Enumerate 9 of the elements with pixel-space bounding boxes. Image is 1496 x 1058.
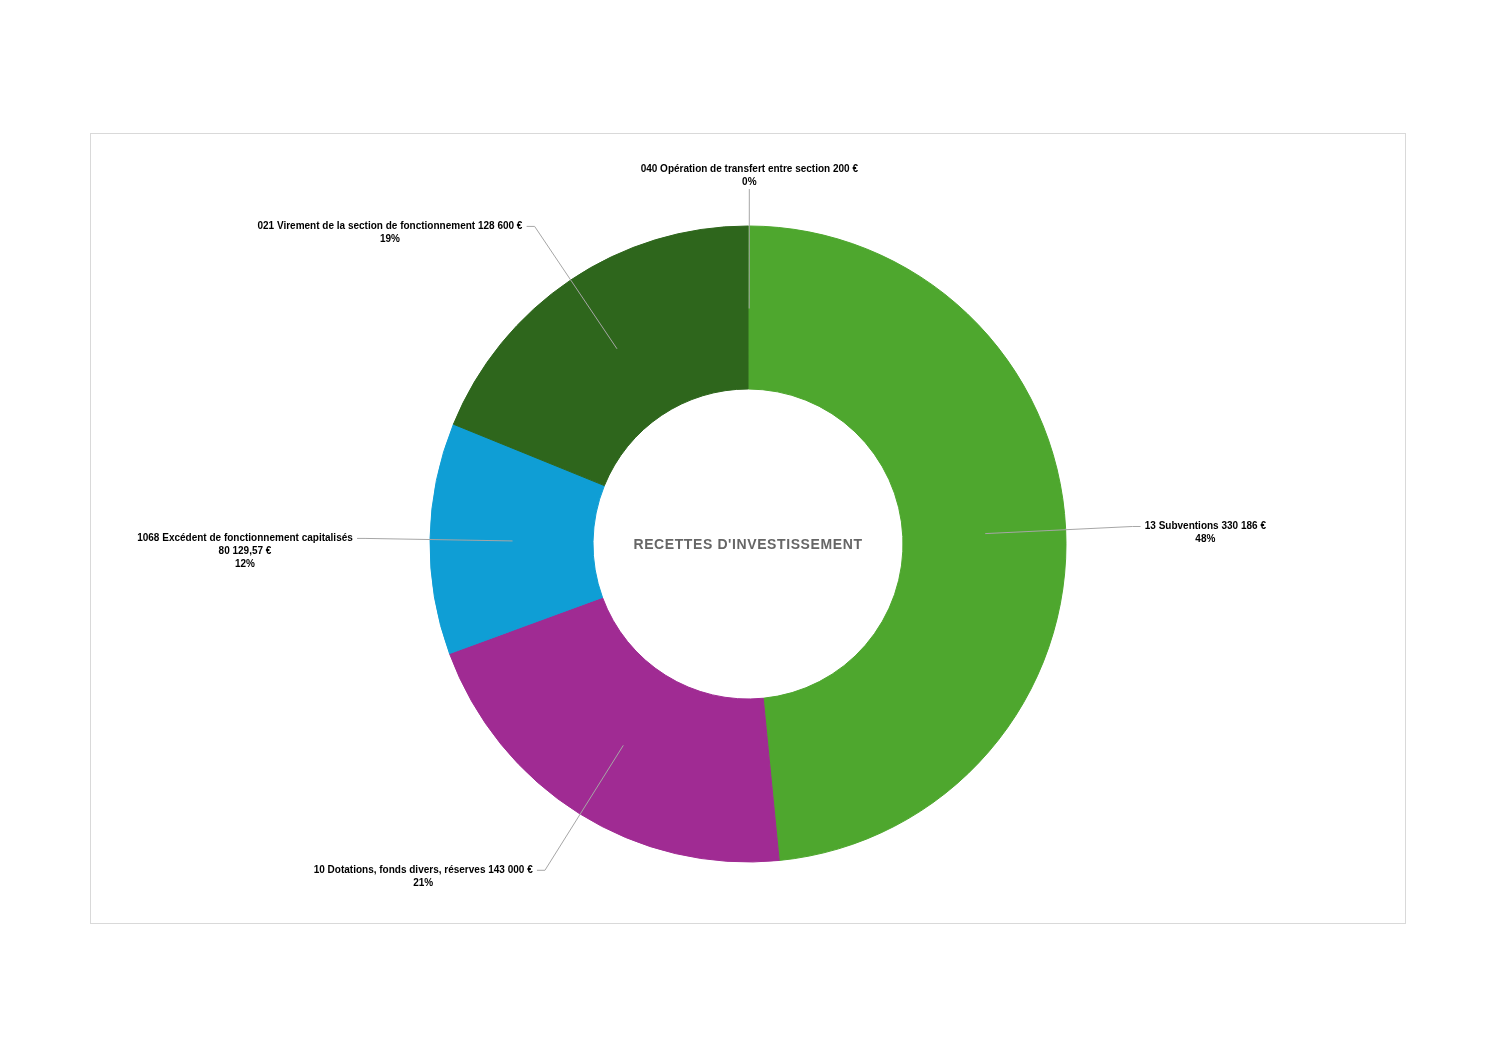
slice-label: 021 Virement de la section de fonctionnement 128 600 € 19% xyxy=(257,220,523,245)
text: RECETTES D'INVESTISSEMENT xyxy=(633,536,863,552)
slice-label: 10 Dotations, fonds divers, réserves 143 000 € 21% xyxy=(313,864,534,889)
slice-label: 13 Subventions 330 186 € 48% xyxy=(1144,520,1267,545)
data-label: 80 129,57 € 12% xyxy=(218,545,272,570)
slice-label: 1068 Excédent de fonctionnement capitalisés xyxy=(137,532,354,544)
donut-slice xyxy=(429,423,605,655)
donut-slice xyxy=(448,596,780,863)
slice-label: 040 Opération de transfert entre section 200 € 0% xyxy=(640,163,859,187)
